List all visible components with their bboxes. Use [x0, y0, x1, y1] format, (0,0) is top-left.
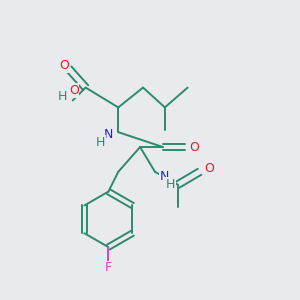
- Text: H: H: [58, 90, 68, 103]
- Text: H: H: [166, 178, 176, 191]
- Text: O: O: [205, 162, 214, 175]
- Text: F: F: [105, 261, 112, 274]
- Text: N: N: [160, 170, 170, 183]
- Text: O: O: [59, 59, 69, 72]
- Text: O: O: [69, 84, 79, 97]
- Text: H: H: [96, 136, 105, 148]
- Text: N: N: [104, 128, 113, 141]
- Text: O: O: [190, 140, 200, 154]
